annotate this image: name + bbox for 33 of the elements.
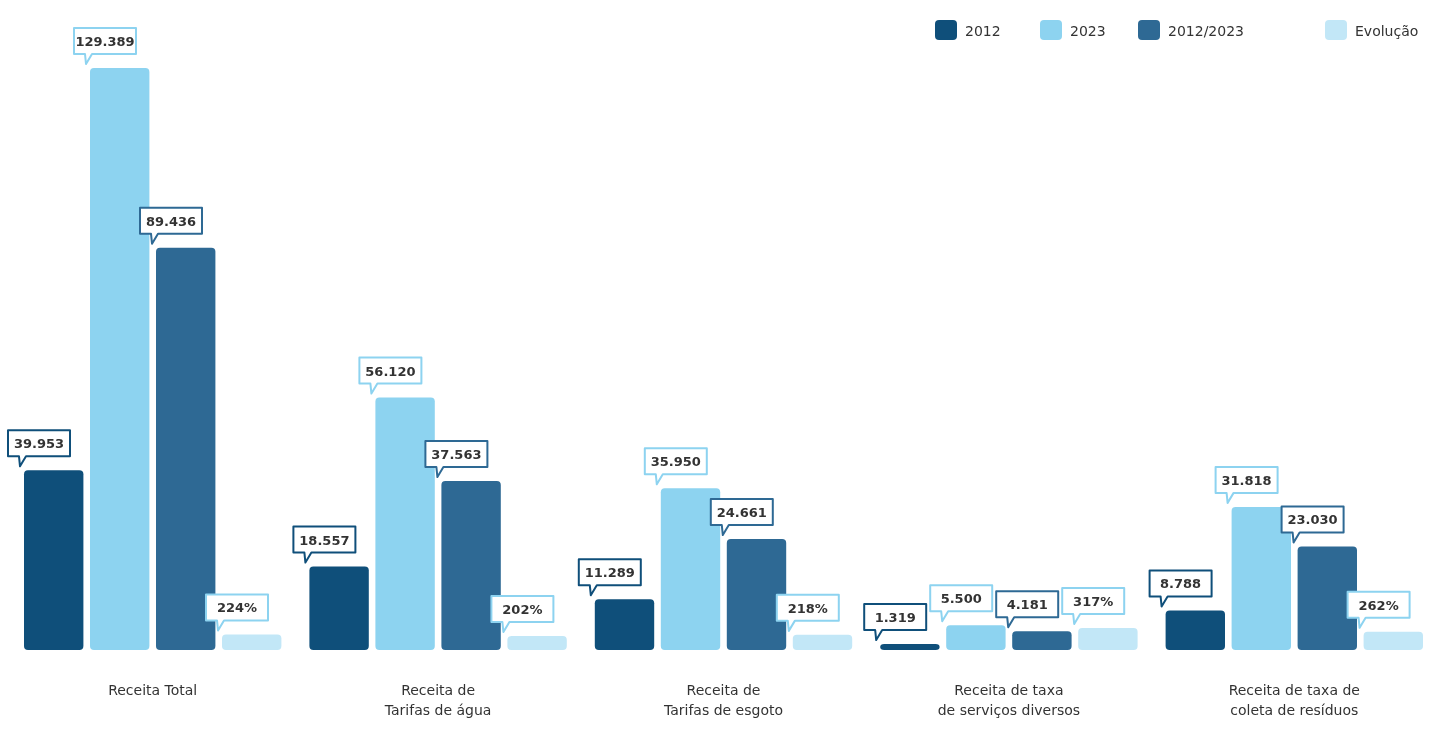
data-label: 317% <box>1073 594 1114 609</box>
data-label: 224% <box>216 600 258 616</box>
data-label: 262% <box>1358 597 1399 613</box>
x-tick-label: Receita Total <box>108 682 198 698</box>
data-label: 4.181 <box>1006 597 1048 613</box>
x-tick-label: Receita de taxa de coleta de resíduos <box>1228 682 1360 718</box>
data-label: 23.030 <box>1287 512 1338 528</box>
legend-label: Evolução <box>1355 23 1419 39</box>
data-label: 129.389 <box>75 34 135 49</box>
x-tick-label: Receita de Tarifas de água <box>383 682 492 718</box>
data-label: 5.500 <box>940 591 982 607</box>
legend-label: 2012/2023 <box>1168 23 1244 39</box>
bar <box>1078 628 1138 650</box>
data-label: 1.319 <box>874 610 916 626</box>
legend-label: 2023 <box>1070 23 1106 39</box>
data-label: 11.289 <box>584 565 635 581</box>
data-label: 35.950 <box>650 454 701 470</box>
x-tick-label: Receita de Tarifas de esgoto <box>662 682 784 718</box>
data-label: 18.557 <box>299 532 350 548</box>
data-label: 31.818 <box>1221 472 1272 488</box>
legend-label: 2012 <box>965 23 1001 39</box>
data-label: 89.436 <box>145 213 197 229</box>
data-label: 24.661 <box>716 505 767 521</box>
bar <box>880 644 940 650</box>
bar <box>441 481 501 650</box>
data-label: 37.563 <box>431 447 482 463</box>
x-tick-label: Receita de taxa de serviços diversos <box>937 682 1081 718</box>
data-label: 8.788 <box>1160 576 1202 592</box>
bar <box>726 539 787 650</box>
data-label: 39.953 <box>13 436 65 452</box>
data-label: 218% <box>787 600 828 616</box>
data-label: 202% <box>502 601 543 617</box>
data-label: 56.120 <box>365 363 416 379</box>
